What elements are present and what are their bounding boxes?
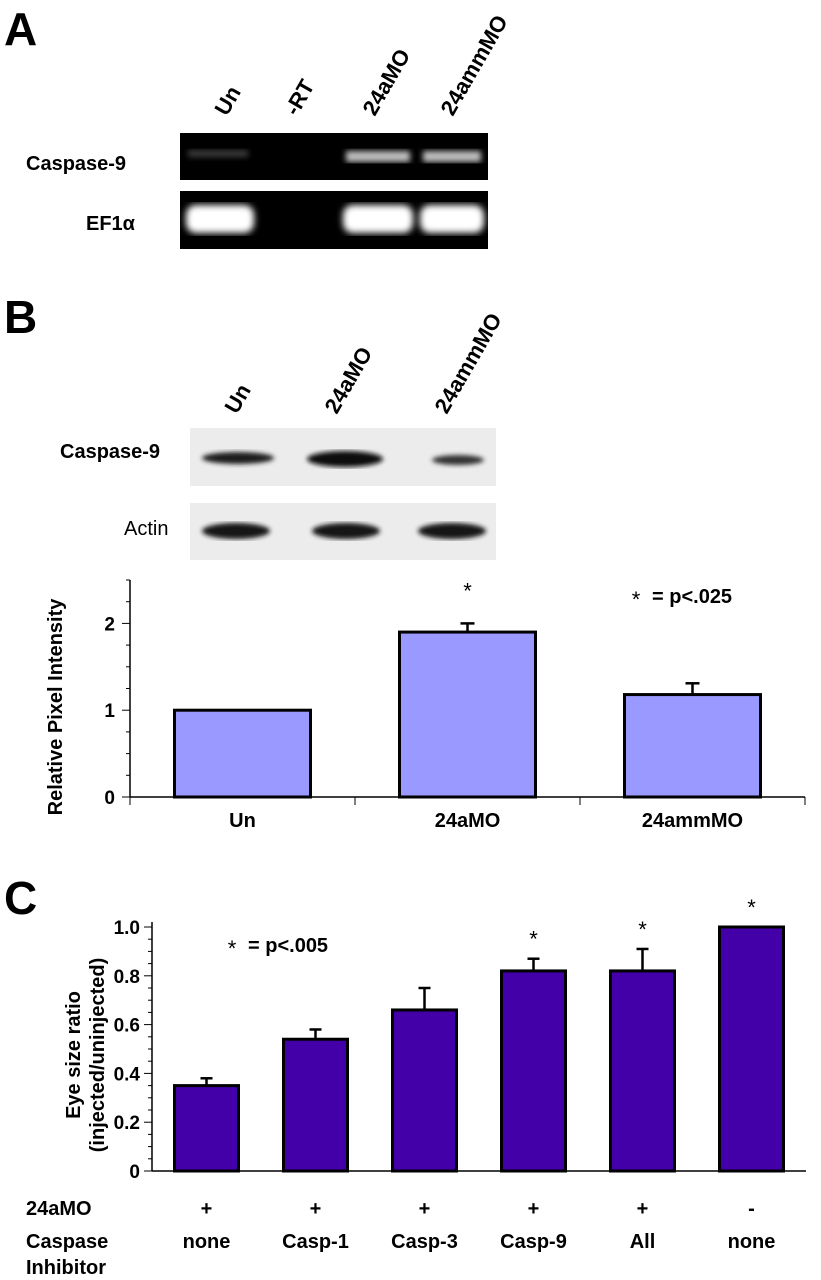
chart-b-significance-star: * — [463, 578, 472, 603]
chart-b-x-label: Un — [229, 810, 256, 832]
chart-b-y-tick-label: 1 — [104, 701, 115, 722]
chart-c-24amo-value: + — [201, 1198, 213, 1220]
chart-c-bar — [500, 969, 567, 1173]
chart-c-y-tick-label: 0.6 — [114, 1016, 140, 1037]
chart-c-24amo-value: + — [528, 1198, 540, 1220]
chart-c-x-label: Casp-1 — [282, 1231, 349, 1253]
chart-c-24amo-value: + — [310, 1198, 322, 1220]
panel-a-letter: A — [4, 3, 38, 55]
chart-b-ylabel: Relative Pixel Intensity — [45, 598, 67, 816]
chart-c-x-label: All — [630, 1231, 656, 1253]
chart-c-24amo-value: + — [637, 1198, 649, 1220]
chart-c-24amo-value: + — [419, 1198, 431, 1220]
chart-c-bar — [391, 1008, 458, 1173]
chart-b-annotation: = p<.025 — [652, 586, 732, 608]
panel-a-lane-un: Un — [209, 81, 246, 120]
chart-b-x-label: 24aMO — [435, 810, 501, 832]
panel-c-letter: C — [4, 872, 38, 924]
chart-c-x-label: none — [183, 1231, 231, 1253]
chart-b-annotation-star: * — [632, 587, 641, 612]
chart-b-bar — [623, 693, 762, 799]
chart-c-row2-label-line2: Inhibitor — [26, 1257, 106, 1279]
chart-c-y-tick-label: 0.2 — [114, 1113, 140, 1134]
chart-c-bar — [282, 1037, 349, 1173]
chart-c-annotation: = p<.005 — [248, 935, 328, 957]
panel-a-lane-24amo: 24aMO — [357, 44, 416, 120]
chart-c-y-tick-label: 0.8 — [114, 967, 140, 988]
chart-b-bar — [398, 630, 537, 799]
panel-b-lane-24ammmo: 24ammMO — [429, 308, 507, 418]
caspase9-gel-image — [180, 133, 488, 180]
chart-c-y-tick-label: 0.4 — [114, 1064, 141, 1085]
chart-c-x-label: none — [728, 1231, 776, 1253]
chart-b-bar — [173, 708, 312, 799]
chart-c-annotation-star: * — [228, 936, 237, 961]
chart-b-x-label: 24ammMO — [642, 810, 743, 832]
eye-size-ratio-chart: Eye size ratio (injected/uninjected) 0 0.… — [26, 895, 806, 1279]
caspase9-western-blot-image — [190, 428, 496, 486]
chart-c-ylabel-line1: Eye size ratio — [63, 991, 85, 1119]
chart-c-bar — [173, 1084, 240, 1173]
chart-c-row2-label-line1: Caspase — [26, 1231, 108, 1253]
ef1a-gel-image — [180, 191, 488, 249]
panel-b-lane-un: Un — [219, 379, 256, 418]
chart-c-row1-label: 24aMO — [26, 1198, 92, 1220]
panel-a-lane-rt: -RT — [279, 75, 320, 120]
panel-a-row-ef1a: EF1α — [86, 213, 135, 235]
chart-c-24amo-value: - — [748, 1198, 755, 1220]
chart-c-bar — [609, 969, 676, 1173]
actin-western-blot-image — [190, 503, 496, 560]
chart-c-x-label: Casp-9 — [500, 1231, 567, 1253]
chart-c-x-label: Casp-3 — [391, 1231, 458, 1253]
chart-c-y-tick-label: 1.0 — [114, 918, 140, 939]
chart-b-y-tick-label: 2 — [104, 614, 115, 635]
panel-a-lane-24ammmo: 24ammMO — [435, 10, 513, 120]
panel-b-row-caspase9: Caspase-9 — [60, 441, 161, 463]
panel-b-lane-24amo: 24aMO — [319, 342, 378, 418]
chart-c-ylabel-line2: (injected/uninjected) — [87, 958, 109, 1152]
chart-c-bar — [718, 925, 785, 1173]
panel-b-row-actin: Actin — [124, 518, 169, 540]
panel-b-letter: B — [4, 291, 38, 343]
relative-pixel-intensity-chart: Relative Pixel Intensity 0 1 2 * Un 24aMO 24… — [45, 578, 806, 832]
chart-c-significance-star: * — [638, 917, 647, 942]
chart-c-significance-star: * — [529, 927, 538, 952]
panel-a-row-caspase9: Caspase-9 — [26, 153, 127, 175]
chart-b-y-tick-label: 0 — [104, 788, 115, 809]
chart-c-significance-star: * — [747, 895, 756, 920]
chart-c-y-tick-label: 0 — [129, 1162, 140, 1183]
